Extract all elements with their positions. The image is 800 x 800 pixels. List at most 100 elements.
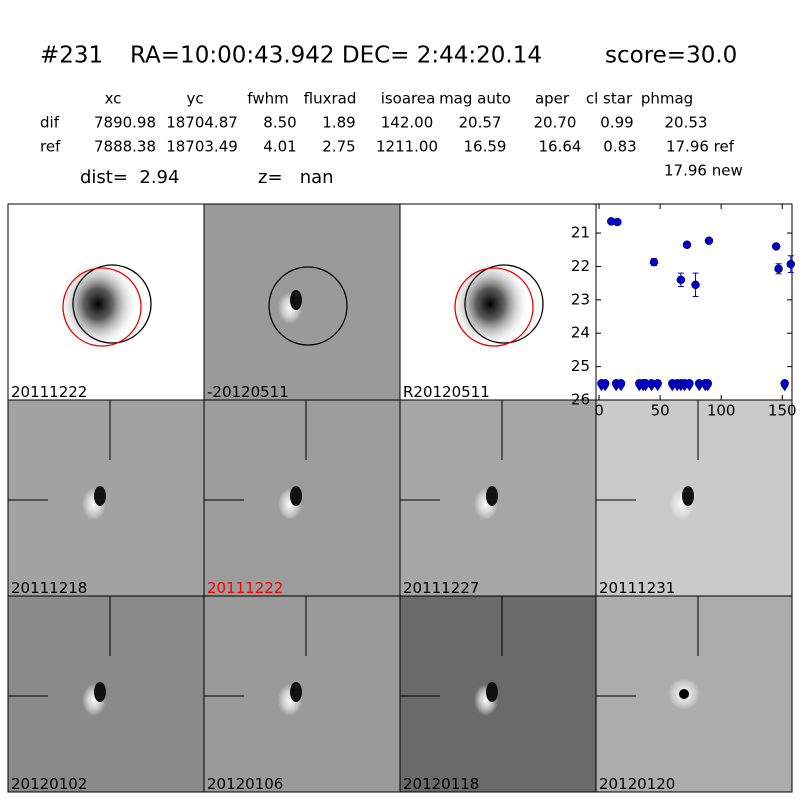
column-header: isoarea [381, 90, 436, 108]
residual-dark [486, 682, 498, 702]
point [676, 275, 686, 285]
residual-dark [94, 486, 106, 506]
column-header: fwhm [247, 90, 288, 108]
image-panel: 20111218 [7, 399, 205, 597]
column-header: xc [105, 90, 122, 108]
row-label: ref [40, 138, 61, 156]
column-header: mag auto [439, 90, 511, 108]
table-cell: 18704.87 [166, 114, 238, 132]
ref-aperture [72, 264, 152, 344]
column-header: phmag [641, 90, 693, 108]
point [653, 379, 662, 388]
point [780, 379, 789, 388]
ref-aperture [464, 264, 544, 344]
image-panel: R20120511 [399, 203, 597, 401]
table-cell: 20.57 [459, 114, 502, 132]
y-tick-label: 21 [571, 224, 590, 242]
table-cell: 7890.98 [94, 114, 156, 132]
table-cell: 0.83 [603, 138, 636, 156]
plot-area [595, 203, 793, 401]
coordinates: RA=10:00:43.942 DEC= 2:44:20.14 [130, 43, 542, 69]
panel-image [399, 595, 597, 793]
panel-image [399, 399, 597, 597]
table-cell: 142.00 [381, 114, 434, 132]
core [679, 689, 689, 699]
panel-image [203, 203, 401, 401]
point [771, 242, 781, 251]
panel-image [203, 595, 401, 793]
panel-image [595, 595, 793, 793]
panel-label: R20120511 [403, 383, 490, 401]
table-cell: 7888.38 [94, 138, 156, 156]
panel-label: 20111218 [11, 579, 87, 597]
point [786, 259, 796, 269]
residual-dark [486, 486, 498, 506]
point [685, 379, 694, 388]
table-cell: 16.64 [539, 138, 582, 156]
x-tick-label: 0 [594, 402, 604, 420]
new-aperture [62, 267, 142, 347]
x-tick-label: 150 [768, 402, 797, 420]
y-tick-label: 26 [571, 391, 590, 409]
distance: dist= 2.94 [80, 167, 179, 188]
table-cell: 1211.00 [376, 138, 438, 156]
panel-label: 20111231 [599, 579, 675, 597]
point [613, 217, 622, 227]
image-panel: 20111222 [203, 399, 401, 597]
score: score=30.0 [605, 43, 737, 69]
panel-label: 20111227 [403, 579, 479, 597]
panel-label: 20120102 [11, 775, 87, 793]
y-tick-label: 25 [571, 357, 590, 375]
table-cell: 8.50 [263, 114, 296, 132]
residual-dark [290, 486, 302, 506]
residual-dark [94, 682, 106, 702]
row-label: dif [40, 114, 60, 132]
point [600, 379, 610, 388]
column-header: cl star [586, 90, 633, 108]
y-tick-label: 23 [571, 290, 590, 308]
point [691, 280, 700, 290]
object-id: #231 [40, 43, 103, 69]
y-tick-label: 24 [571, 324, 590, 342]
table-cell: 20.53 [665, 114, 708, 132]
redshift: z= nan [258, 167, 334, 188]
source [450, 259, 530, 349]
point [703, 379, 712, 388]
point [774, 264, 783, 274]
panel-label: 20111222 [207, 579, 283, 597]
table-cell: 0.99 [600, 114, 633, 132]
table-cell: 2.75 [322, 138, 355, 156]
point [616, 379, 626, 388]
panel-label: 20120118 [403, 775, 479, 793]
new-mag: 17.96 new [664, 162, 743, 180]
image-panel: 20111227 [399, 399, 597, 597]
table-cell: 17.96 ref [666, 138, 735, 156]
point [649, 257, 659, 267]
image-panel: 20111231 [595, 399, 793, 597]
image-panel: 20120106 [203, 595, 401, 793]
panel-label: -20120511 [207, 383, 289, 401]
image-panel: 20111222 [7, 203, 205, 401]
column-header: fluxrad [304, 90, 357, 108]
y-tick-label: 22 [571, 257, 590, 275]
image-panel: 20120120 [595, 595, 793, 793]
new-aperture [454, 267, 534, 347]
column-header: yc [186, 90, 203, 108]
image-panel: 20120102 [7, 595, 205, 793]
panel-image [595, 399, 793, 597]
point [682, 240, 692, 249]
panel-label: 20111222 [11, 383, 87, 401]
table-cell: 20.70 [534, 114, 577, 132]
panel-label: 20120120 [599, 775, 675, 793]
ref-aperture [268, 266, 348, 346]
point [704, 236, 714, 245]
residual-dark [290, 290, 302, 310]
column-header: aper [535, 90, 570, 108]
residual-dark [682, 486, 694, 506]
image-panel: 20120118 [399, 595, 597, 793]
table-cell: 18703.49 [166, 138, 238, 156]
x-tick-label: 100 [707, 402, 736, 420]
image-panel: -20120511 [203, 203, 401, 401]
